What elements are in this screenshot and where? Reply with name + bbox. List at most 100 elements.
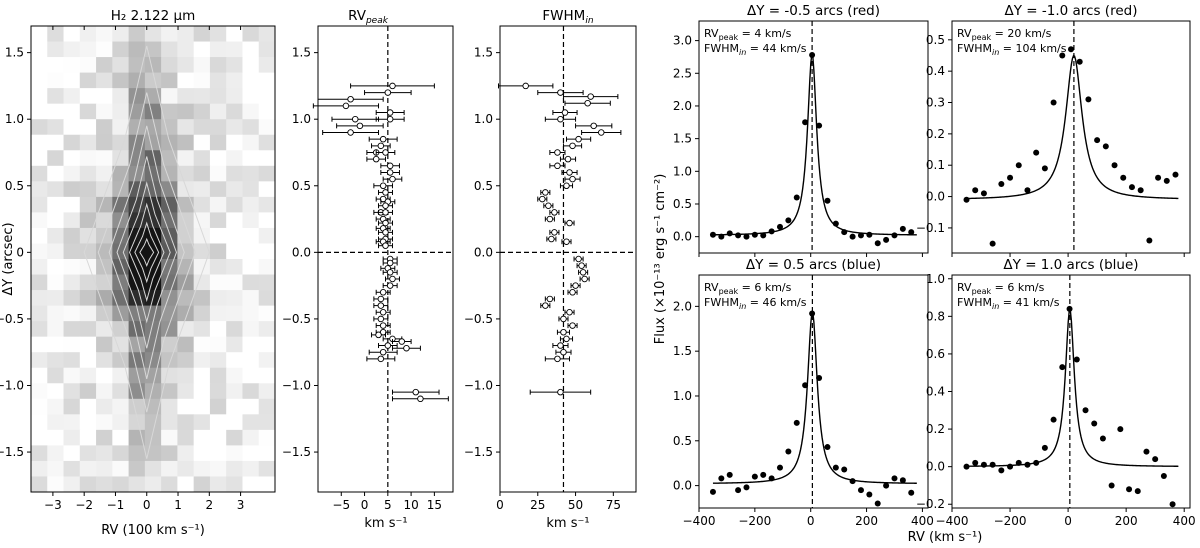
heat-cell	[226, 57, 243, 74]
heat-cell	[258, 445, 276, 462]
heat-cell	[47, 476, 65, 493]
heat-cell	[63, 429, 81, 446]
heat-cell	[161, 57, 178, 74]
heat-cell	[193, 398, 211, 415]
heat-cell	[128, 290, 146, 307]
heat-cell	[31, 274, 48, 291]
spectrum-panel: ΔY = 1.0 arcs (blue) −400 −200 0 200 400 −0.2 0…	[916, 257, 1196, 528]
heat-cell	[193, 305, 211, 322]
heat-cell	[112, 336, 130, 353]
heat-cell	[128, 445, 146, 462]
heat-cell	[177, 103, 195, 120]
heat-cell	[47, 274, 65, 291]
sp_br-point	[998, 467, 1005, 474]
sp_tr-point	[1085, 96, 1092, 103]
fwhm-ytick-label: −1.0	[464, 378, 493, 392]
sp_tl-point	[883, 236, 890, 243]
heat-cell	[79, 321, 97, 338]
heat-cell	[47, 103, 65, 120]
sp_bl-point	[874, 500, 881, 507]
sp_tl-point	[751, 231, 758, 238]
heat-cell	[144, 429, 162, 446]
rvpeak-ytick-label: 1.5	[292, 46, 311, 60]
fwhm-point	[561, 109, 569, 116]
heat-cell	[193, 26, 211, 43]
rvpeak-point	[382, 189, 389, 196]
fwhm-point	[542, 189, 549, 196]
pv-xtick-label: 3	[237, 498, 245, 512]
heat-cell	[31, 259, 48, 276]
heat-cell	[112, 72, 130, 89]
heat-cell	[144, 134, 162, 151]
heat-cell	[63, 259, 81, 276]
fwhm-point	[542, 302, 549, 309]
sp_br-point	[1117, 426, 1124, 433]
sp_bl-xtick-label: 200	[855, 514, 878, 528]
heat-cell	[79, 72, 97, 89]
sp_tr-point	[1024, 187, 1031, 194]
heat-cell	[31, 26, 48, 43]
heat-cell	[209, 383, 227, 400]
sp_bl-point	[891, 475, 898, 482]
heat-cell	[144, 150, 162, 167]
heat-cell	[258, 476, 276, 493]
sp_tl-point	[776, 223, 783, 230]
heat-cell	[31, 336, 48, 353]
heat-cell	[193, 227, 211, 244]
heat-cell	[47, 26, 65, 43]
sp_tr-ytick-label: 0.5	[926, 33, 945, 47]
heat-cell	[63, 88, 81, 105]
heat-cell	[144, 119, 162, 136]
sp_tl-point	[824, 197, 831, 204]
heat-cell	[161, 476, 178, 493]
heat-cell	[258, 57, 276, 74]
heat-cell	[63, 119, 81, 136]
heat-cell	[242, 181, 260, 198]
heat-cell	[258, 103, 276, 120]
sp_bl-fit-line	[712, 311, 917, 484]
rvpeak-point	[342, 102, 350, 110]
sp_br-ytick-label: 0.4	[926, 385, 945, 399]
heat-cell	[63, 196, 81, 213]
heat-cell	[226, 196, 243, 213]
sp_tr-ytick-label: 0.0	[926, 190, 945, 204]
heat-cell	[226, 336, 243, 353]
pv-xlabel: RV (100 km s⁻¹)	[101, 523, 205, 538]
heat-cell	[177, 367, 195, 384]
pv-xtick-label: −1	[107, 498, 125, 512]
rvpeak-ytick-label: 1.0	[292, 112, 311, 126]
sp_br-xtick-label: 0	[1064, 514, 1072, 528]
heat-cell	[112, 57, 130, 74]
heat-cell	[47, 259, 65, 276]
heat-cell	[47, 429, 65, 446]
heat-cell	[63, 305, 81, 322]
heat-cell	[63, 476, 81, 493]
heat-cell	[96, 57, 113, 74]
heat-cell	[79, 398, 97, 415]
sp_bl-point	[718, 475, 725, 482]
sp_bl-ytick-label: 1.0	[673, 389, 692, 403]
heat-cell	[226, 383, 243, 400]
heat-cell	[31, 445, 48, 462]
sp_bl-point	[768, 475, 775, 482]
sp_tr-point	[989, 240, 996, 247]
heat-cell	[31, 103, 48, 120]
heat-cell	[258, 398, 276, 415]
ann-rv-label: RV	[957, 281, 972, 294]
heat-cell	[226, 352, 243, 369]
heat-cell	[96, 321, 113, 338]
ann-rv-sub: peak	[972, 287, 992, 296]
heat-cell	[242, 336, 260, 353]
fwhm-point	[564, 155, 572, 163]
pv-ticks: −3 −2 −1 0 1 2 3 −1.5 −1.0 −0.5 0 0.5 1.0 1.5	[0, 26, 244, 512]
heat-cell	[96, 259, 113, 276]
rvpeak-point	[386, 269, 394, 276]
heat-cell	[112, 476, 130, 493]
sp_br-point	[1066, 305, 1073, 312]
fwhm-point	[566, 169, 573, 176]
sp_bl-point	[735, 487, 742, 494]
heat-cell	[258, 212, 276, 229]
fwhm-ytick-label: 1.5	[474, 46, 493, 60]
heat-cell	[144, 414, 162, 431]
heat-cell	[161, 398, 178, 415]
